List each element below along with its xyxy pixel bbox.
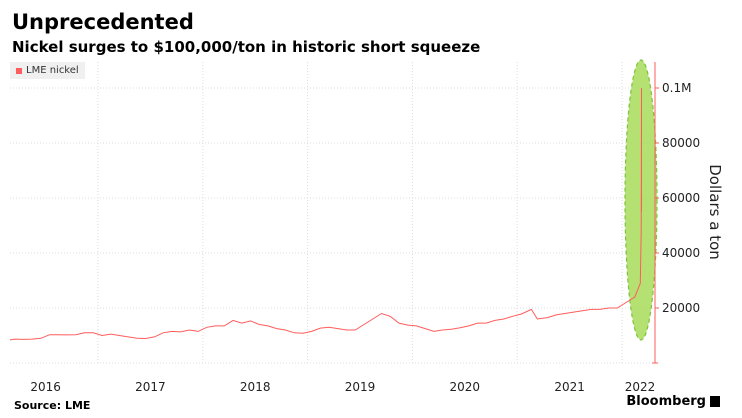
y-tick-label: 60000 — [662, 191, 700, 205]
y-tick-label: 20000 — [662, 301, 700, 315]
brand-name: Bloomberg — [626, 394, 706, 409]
chart-title: Unprecedented — [12, 10, 194, 34]
logo-mark-icon — [710, 396, 720, 407]
x-tick-label: 2021 — [554, 380, 585, 394]
y-tick-label: 40000 — [662, 246, 700, 260]
x-tick-label: 2018 — [240, 380, 271, 394]
legend-label: LME nickel — [26, 65, 79, 76]
legend-swatch — [16, 67, 22, 74]
y-tick-label: 80000 — [662, 136, 700, 150]
x-tick-label: 2019 — [345, 380, 376, 394]
x-tick-label: 2017 — [135, 380, 166, 394]
chart-subtitle: Nickel surges to $100,000/ton in histori… — [12, 38, 481, 56]
x-tick-label: 2016 — [30, 380, 61, 394]
series-line-lme-nickel — [9, 87, 642, 341]
bloomberg-logo: Bloomberg — [626, 394, 720, 409]
x-tick-label: 2022 — [625, 380, 656, 394]
source-note: Source: LME — [14, 399, 91, 412]
y-axis-label: Dollars a ton — [706, 164, 724, 260]
legend: LME nickel — [10, 62, 85, 79]
x-tick-label: 2020 — [450, 380, 481, 394]
y-tick-label: 0.1M — [662, 81, 691, 95]
